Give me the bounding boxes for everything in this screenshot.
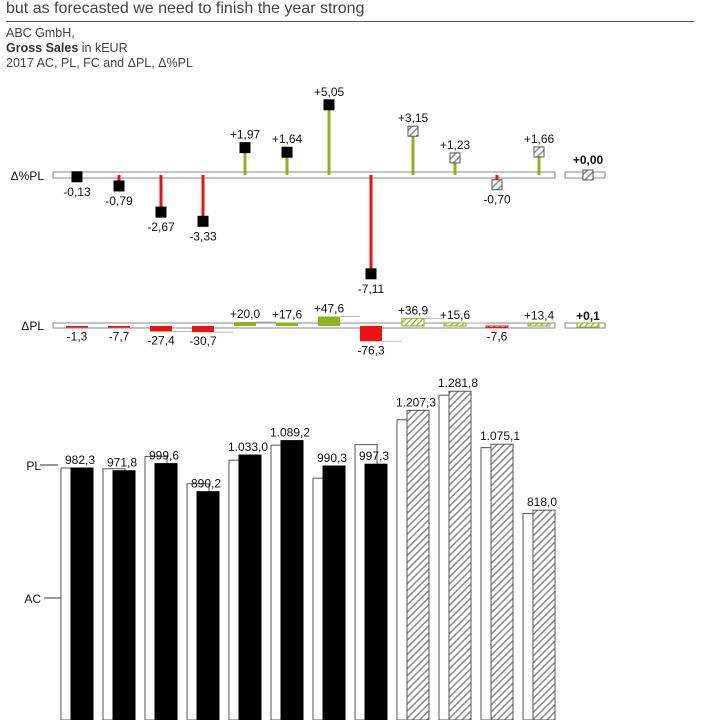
- pin-axis-band: [52, 171, 556, 179]
- delta-percent-pl-chart: Δ%PL -0,13 -0,79 -2,67 -3,33 +1,97 +1,64 +5,05 -…: [11, 85, 606, 296]
- pin-value-label: -7,11: [358, 282, 385, 296]
- pin-head: [281, 146, 293, 158]
- delta-bar: [360, 326, 382, 342]
- company-name: ABC GmbH,: [6, 26, 75, 40]
- delta-value-label: +20,0: [230, 307, 261, 321]
- pin-head: [449, 152, 461, 164]
- pin-total-label: +0,00: [573, 153, 604, 167]
- actual-bar: [322, 465, 346, 720]
- measure-name: Gross Sales: [6, 41, 79, 55]
- pin-total-head: [582, 169, 594, 181]
- pin-head: [491, 179, 503, 191]
- pin-value-label: -0,70: [483, 193, 511, 207]
- actual-bar: [280, 440, 304, 720]
- delta-bar: [318, 316, 340, 326]
- delta-bar: [276, 322, 298, 326]
- column-value-label: 818,0: [527, 495, 557, 509]
- column-value-label: 1.207,3: [396, 395, 436, 409]
- pin-value-label: +1,64: [272, 132, 303, 146]
- delta-pl-chart: ΔPL -1,3 -7,7 -27,4 -30,7 +20,0 +17,6 +47,6 -76,…: [21, 301, 606, 357]
- delta-value-label: +15,6: [440, 308, 471, 322]
- delta-bar: [443, 322, 467, 327]
- pin-value-label: +1,97: [230, 128, 261, 142]
- forecast-bar: [448, 390, 472, 720]
- forecast-bar: [490, 443, 514, 720]
- delta-value-label: -76,3: [357, 343, 385, 357]
- delta-value-label: -7,6: [487, 330, 508, 344]
- pin-head: [155, 206, 167, 218]
- pin-value-label: -0,13: [63, 185, 91, 199]
- chart-headline: but as forecasted we need to finish the …: [6, 0, 365, 17]
- ac-axis-label: AC: [24, 592, 41, 606]
- actual-bar: [196, 491, 220, 720]
- column-value-label: 1.075,1: [480, 429, 520, 443]
- delta-bar: [192, 326, 214, 333]
- delta-value-label: -27,4: [147, 333, 175, 347]
- pin-value-label: -3,33: [189, 229, 217, 243]
- column-value-label: 997,3: [359, 449, 389, 463]
- delta-bar: [485, 325, 509, 329]
- actual-bar: [238, 454, 262, 720]
- pin-head: [71, 171, 83, 183]
- column-value-label: 1.033,0: [228, 440, 268, 454]
- pin-head: [197, 215, 209, 227]
- pin-head: [323, 99, 335, 111]
- delta-total-bar: [576, 322, 600, 328]
- delta-row-label: ΔPL: [21, 319, 44, 333]
- pl-axis-label: PL: [26, 459, 41, 473]
- actual-bar: [364, 463, 388, 720]
- column-value-label: 890,2: [191, 477, 221, 491]
- column-value-label: 971,8: [107, 456, 137, 470]
- pin-value-label: +1,66: [524, 132, 555, 146]
- scenario-line: 2017 AC, PL, FC and ΔPL, Δ%PL: [6, 56, 193, 70]
- column-value-label: 990,3: [317, 451, 347, 465]
- forecast-bar: [532, 509, 556, 720]
- measure-line: Gross Sales in kEUR: [6, 41, 128, 55]
- actual-bar: [70, 467, 94, 720]
- delta-value-label: +47,6: [314, 301, 345, 315]
- delta-bar: [401, 318, 425, 327]
- pin-value-label: -2,67: [147, 220, 175, 234]
- headline-divider: [6, 21, 694, 22]
- delta-bar: [150, 326, 172, 332]
- column-value-label: 999,6: [149, 449, 179, 463]
- column-value-label: 982,3: [65, 453, 95, 467]
- pin-value-label: +3,15: [398, 111, 429, 125]
- forecast-bar: [406, 409, 430, 720]
- delta-bar: [66, 326, 88, 328]
- pin-value-label: +1,23: [440, 138, 471, 152]
- delta-value-label: +36,9: [398, 304, 429, 318]
- pin-head: [239, 142, 251, 154]
- pin-head: [407, 125, 419, 137]
- delta-value-label: +17,6: [272, 307, 303, 321]
- pin-value-label: +5,05: [314, 85, 345, 99]
- actual-bar: [154, 463, 178, 720]
- pin-value-label: -0,79: [105, 194, 133, 208]
- delta-value-label: -30,7: [189, 334, 217, 348]
- delta-value-label: -1,3: [67, 330, 88, 344]
- delta-value-label: -7,7: [109, 330, 130, 344]
- pin-head: [365, 268, 377, 280]
- column-value-label: 1.281,8: [438, 376, 478, 390]
- delta-total-label: +0,1: [576, 309, 600, 323]
- measure-unit: in kEUR: [81, 41, 128, 55]
- delta-bar: [234, 322, 256, 326]
- delta-bar: [108, 326, 130, 328]
- delta-bar: [527, 322, 551, 327]
- column-value-label: 1.089,2: [270, 426, 310, 440]
- delta-value-label: +13,4: [524, 308, 555, 322]
- pin-row-label: Δ%PL: [11, 169, 45, 183]
- delta-axis-band: [52, 322, 556, 329]
- actual-bar: [112, 470, 136, 720]
- pin-head: [533, 146, 545, 158]
- actual-plan-chart: PL AC 982,3 971,8 999,6 890,2 1.033,01.089,2 99…: [24, 376, 557, 720]
- pin-head: [113, 180, 125, 192]
